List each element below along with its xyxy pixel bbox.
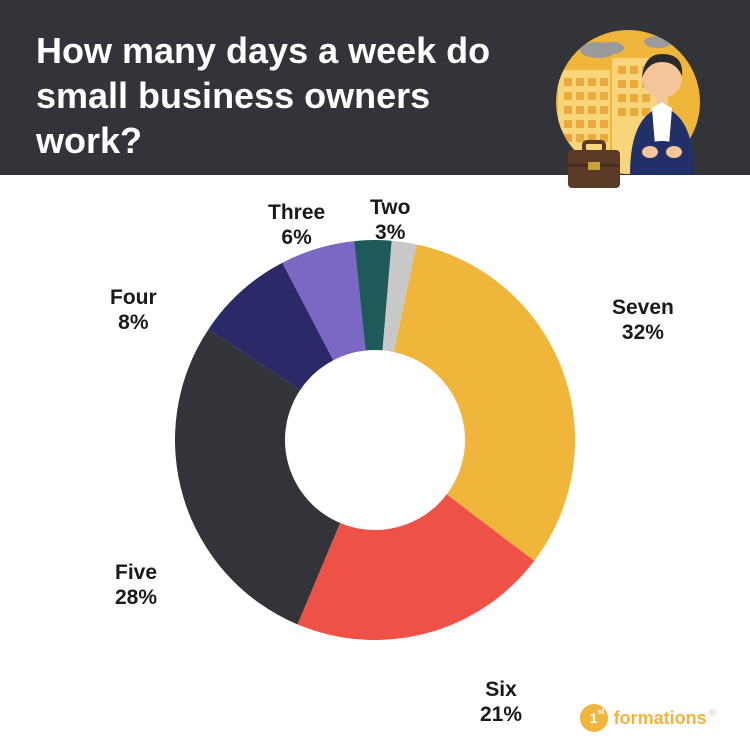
donut-chart: Seven32% Six21% Five28% Four8% Three6% Two3% — [0, 195, 750, 735]
slice-label: Three6% — [268, 200, 325, 250]
logo-registered: ® — [709, 708, 716, 719]
slice-name: Six — [480, 677, 522, 702]
header: How many days a week do small business o… — [0, 0, 750, 175]
donut-slice — [394, 244, 575, 561]
slice-name: Four — [110, 285, 157, 310]
slice-percent: 6% — [268, 225, 325, 250]
slice-name: Five — [115, 560, 157, 585]
slice-label: Two3% — [370, 195, 410, 245]
slice-percent: 8% — [110, 310, 157, 335]
slice-label: Five28% — [115, 560, 157, 610]
slice-name: Seven — [612, 295, 674, 320]
slice-percent: 3% — [370, 220, 410, 245]
slice-percent: 32% — [612, 320, 674, 345]
footer-logo: 1 st formations® — [580, 704, 716, 732]
page-title: How many days a week do small business o… — [36, 28, 516, 163]
logo-text-wrap: formations® — [614, 708, 716, 729]
header-illustration — [538, 20, 718, 200]
slice-percent: 21% — [480, 702, 522, 727]
donut-svg — [175, 240, 575, 640]
logo-text: formations — [614, 708, 707, 728]
logo-badge: 1 st — [580, 704, 608, 732]
logo-suffix: st — [597, 707, 604, 716]
donut-slice — [175, 329, 340, 624]
slice-label: Seven32% — [612, 295, 674, 345]
slice-label: Four8% — [110, 285, 157, 335]
slice-percent: 28% — [115, 585, 157, 610]
slice-name: Three — [268, 200, 325, 225]
slice-label: Six21% — [480, 677, 522, 727]
logo-number: 1 — [590, 710, 598, 726]
slice-name: Two — [370, 195, 410, 220]
